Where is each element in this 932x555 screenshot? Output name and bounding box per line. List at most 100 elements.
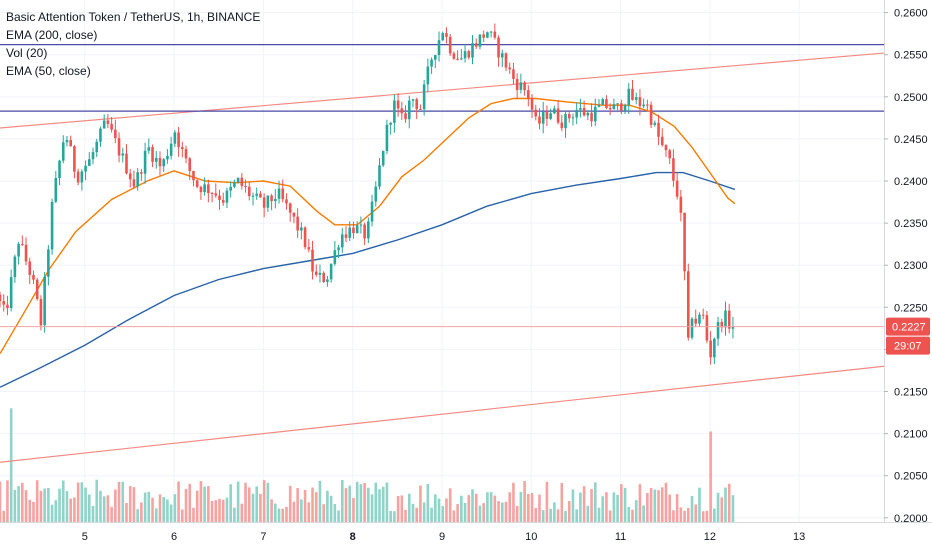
indicator-ema50[interactable]: EMA (50, close)	[6, 64, 91, 78]
candle-body	[35, 279, 39, 300]
volume-bar	[434, 494, 437, 522]
indicator-ema200[interactable]: EMA (200, close)	[6, 28, 98, 42]
candle-body	[493, 31, 497, 38]
volume-bar	[471, 489, 474, 522]
volume-bar	[683, 510, 686, 522]
volume-bar	[270, 499, 273, 522]
candle-body	[649, 104, 653, 125]
volume-bar	[605, 492, 608, 522]
volume-bar	[422, 502, 426, 522]
volume-bar	[102, 496, 106, 522]
volume-bar	[545, 481, 549, 522]
volume-bar	[631, 509, 634, 522]
candle-body	[54, 178, 58, 202]
candle-body	[110, 123, 113, 130]
candle-body	[497, 37, 500, 58]
volume-bar	[448, 488, 452, 522]
volume-bar	[76, 482, 80, 522]
candle-body	[221, 199, 225, 203]
candle-body	[471, 43, 474, 58]
candle-body	[698, 314, 701, 324]
price-tick-label: 0.2000	[894, 513, 928, 525]
candle-body	[277, 188, 281, 199]
candle-body	[396, 100, 400, 109]
volume-bar	[162, 497, 166, 522]
volume-bar	[419, 485, 422, 522]
volume-bar	[244, 482, 247, 522]
candle-body	[367, 221, 370, 239]
candle-body	[545, 111, 549, 119]
candle-body	[668, 150, 671, 159]
volume-bar	[500, 502, 504, 522]
volume-bar	[326, 490, 329, 522]
candle-body	[653, 122, 657, 125]
current-price-tag	[886, 317, 930, 336]
candle-body	[616, 103, 619, 105]
time-axis: 5 6 7 8 9 10 11 12 13	[0, 522, 932, 543]
volume-bar	[575, 509, 578, 522]
candle-body	[538, 116, 541, 124]
candle-body	[207, 184, 210, 193]
volume-bar	[437, 498, 441, 522]
candle-body	[147, 147, 151, 151]
candle-body	[385, 124, 389, 151]
volume-bar	[396, 495, 400, 522]
candle-body	[608, 108, 612, 110]
volume-bar	[724, 487, 727, 522]
candle-body	[716, 321, 720, 339]
volume-bar	[259, 493, 262, 522]
indicator-volume[interactable]: Vol (20)	[6, 46, 48, 60]
volume-bar	[504, 501, 508, 522]
candle-body	[456, 58, 459, 60]
volume-bar	[329, 495, 333, 522]
candle-body	[91, 152, 95, 160]
volume-bar	[0, 481, 2, 522]
candle-body	[58, 160, 61, 179]
candle-body	[6, 304, 9, 309]
candle-body	[724, 310, 727, 328]
volume-bar	[701, 511, 705, 522]
candle-body	[500, 53, 504, 58]
candle-body	[318, 272, 322, 275]
volume-bar	[727, 483, 731, 522]
candle-body	[21, 243, 24, 245]
candle-body	[642, 104, 645, 107]
candle-body	[285, 199, 288, 204]
volume-bar	[407, 493, 411, 522]
volume-bar	[229, 484, 232, 522]
volume-bar	[367, 487, 370, 522]
candle-body	[634, 97, 638, 100]
candle-body	[683, 212, 686, 272]
candle-body	[348, 227, 352, 238]
candle-body	[292, 212, 296, 217]
time-tick-label: 8	[350, 531, 356, 543]
volume-bar	[251, 493, 255, 522]
volume-bar	[679, 507, 683, 522]
candle-body	[132, 179, 136, 187]
volume-bar	[378, 489, 381, 522]
volume-bar	[634, 500, 638, 522]
volume-bar	[556, 509, 560, 522]
candle-body	[188, 158, 192, 171]
volume-bar	[355, 481, 359, 522]
volume-bar	[128, 486, 132, 522]
candle-body	[244, 185, 247, 187]
candle-body	[192, 170, 195, 181]
candle-body	[300, 227, 303, 231]
volume-bar	[482, 503, 485, 522]
candle-body	[333, 250, 337, 264]
volume-bar	[99, 490, 102, 522]
candle-body	[240, 177, 244, 186]
volume-bar	[125, 503, 128, 522]
volume-bar	[54, 500, 58, 522]
candle-body	[597, 104, 601, 107]
volume-bar	[686, 507, 690, 522]
candle-body	[43, 276, 46, 326]
volume-bar	[653, 489, 657, 522]
candle-body	[627, 88, 631, 106]
price-tick-label: 0.2400	[894, 176, 928, 188]
candle-body	[407, 100, 411, 120]
volume-bar	[352, 497, 355, 522]
